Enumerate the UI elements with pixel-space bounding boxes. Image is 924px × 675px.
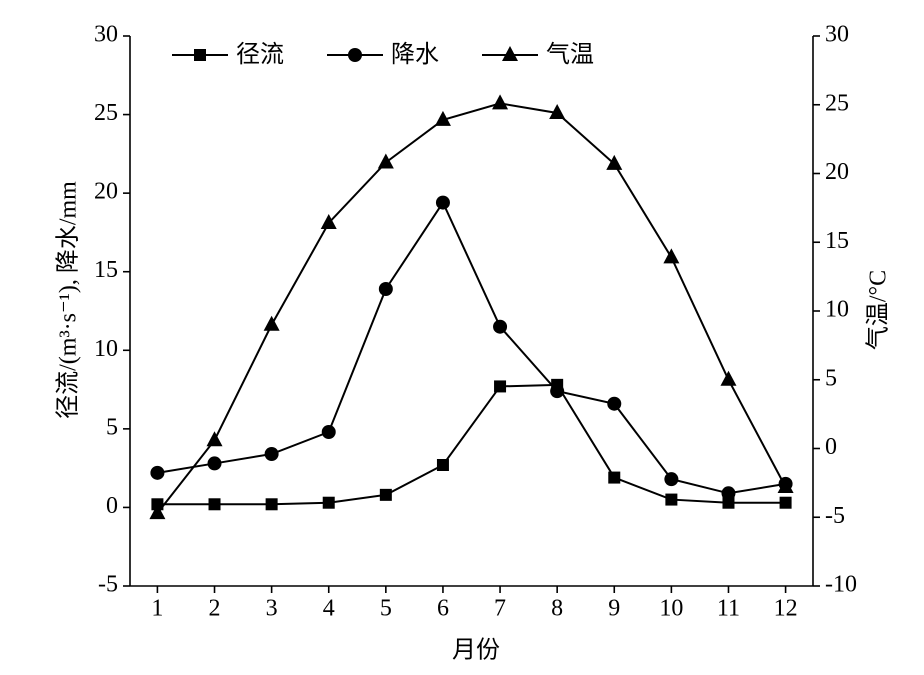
x-tick-label: 8 <box>551 596 563 622</box>
legend-marker <box>348 48 362 62</box>
point <box>665 493 678 506</box>
y-tick-label: 25 <box>94 100 118 126</box>
legend-label: 降水 <box>391 40 439 68</box>
y2-axis-label: 气温/°C <box>865 270 892 350</box>
y2-tick-label: 0 <box>825 434 837 460</box>
point <box>722 496 735 509</box>
point <box>208 498 221 511</box>
x-tick-label: 11 <box>717 596 740 622</box>
y-tick-label: -5 <box>98 572 118 598</box>
x-tick-label: 3 <box>266 596 278 622</box>
point <box>435 195 450 210</box>
y2-tick-label: 20 <box>825 159 849 185</box>
x-tick-label: 10 <box>659 596 683 622</box>
y-tick-label: 15 <box>94 257 118 283</box>
y2-tick-label: 10 <box>825 297 849 323</box>
point <box>207 456 222 471</box>
point <box>206 431 223 447</box>
x-tick-label: 2 <box>209 596 221 622</box>
x-tick-label: 12 <box>774 596 798 622</box>
point <box>434 110 451 126</box>
y-tick-label: 0 <box>106 493 118 519</box>
point <box>606 154 623 170</box>
point <box>492 94 509 110</box>
point <box>721 486 736 501</box>
legend-marker <box>502 46 518 61</box>
y2-tick-label: 30 <box>825 22 849 48</box>
point <box>436 459 449 471</box>
y-tick-label: 10 <box>94 336 118 362</box>
point <box>549 104 566 119</box>
y2-tick-label: -10 <box>825 572 857 598</box>
point <box>150 465 165 480</box>
point <box>379 488 392 501</box>
point <box>377 153 394 169</box>
point <box>322 496 335 509</box>
point <box>321 425 336 439</box>
x-tick-label: 1 <box>151 596 163 622</box>
x-tick-label: 5 <box>380 596 392 622</box>
point <box>149 504 166 520</box>
point <box>607 396 622 411</box>
point <box>720 370 737 386</box>
series-line <box>157 200 786 495</box>
x-tick-label: 6 <box>437 596 449 622</box>
point <box>777 478 794 493</box>
y2-tick-label: 25 <box>825 90 849 116</box>
x-axis-label: 月份 <box>452 637 500 664</box>
y-tick-label: 20 <box>94 179 118 205</box>
y-tick-label: 30 <box>94 22 118 48</box>
point <box>493 319 508 334</box>
y2-tick-label: 5 <box>825 365 837 391</box>
x-tick-label: 4 <box>323 596 335 622</box>
y-tick-label: 5 <box>106 414 118 440</box>
point <box>320 214 337 229</box>
point <box>779 496 792 509</box>
x-tick-label: 9 <box>608 596 620 622</box>
point <box>550 384 565 399</box>
legend-label: 径流 <box>236 40 284 68</box>
legend-label: 气温 <box>546 40 594 68</box>
point <box>378 282 393 296</box>
point <box>494 380 507 393</box>
series-line <box>157 383 786 506</box>
legend-marker <box>194 49 206 61</box>
x-tick-label: 7 <box>494 596 506 622</box>
point <box>608 471 621 484</box>
point <box>263 315 280 331</box>
y2-tick-label: 15 <box>825 228 849 254</box>
point <box>663 248 680 264</box>
point <box>264 447 279 461</box>
y-axis-label: 径流/(m³·s⁻¹), 降水/mm <box>55 181 82 419</box>
series-line <box>156 102 787 514</box>
point <box>265 498 278 511</box>
point <box>664 472 679 487</box>
y2-tick-label: -5 <box>825 503 845 529</box>
